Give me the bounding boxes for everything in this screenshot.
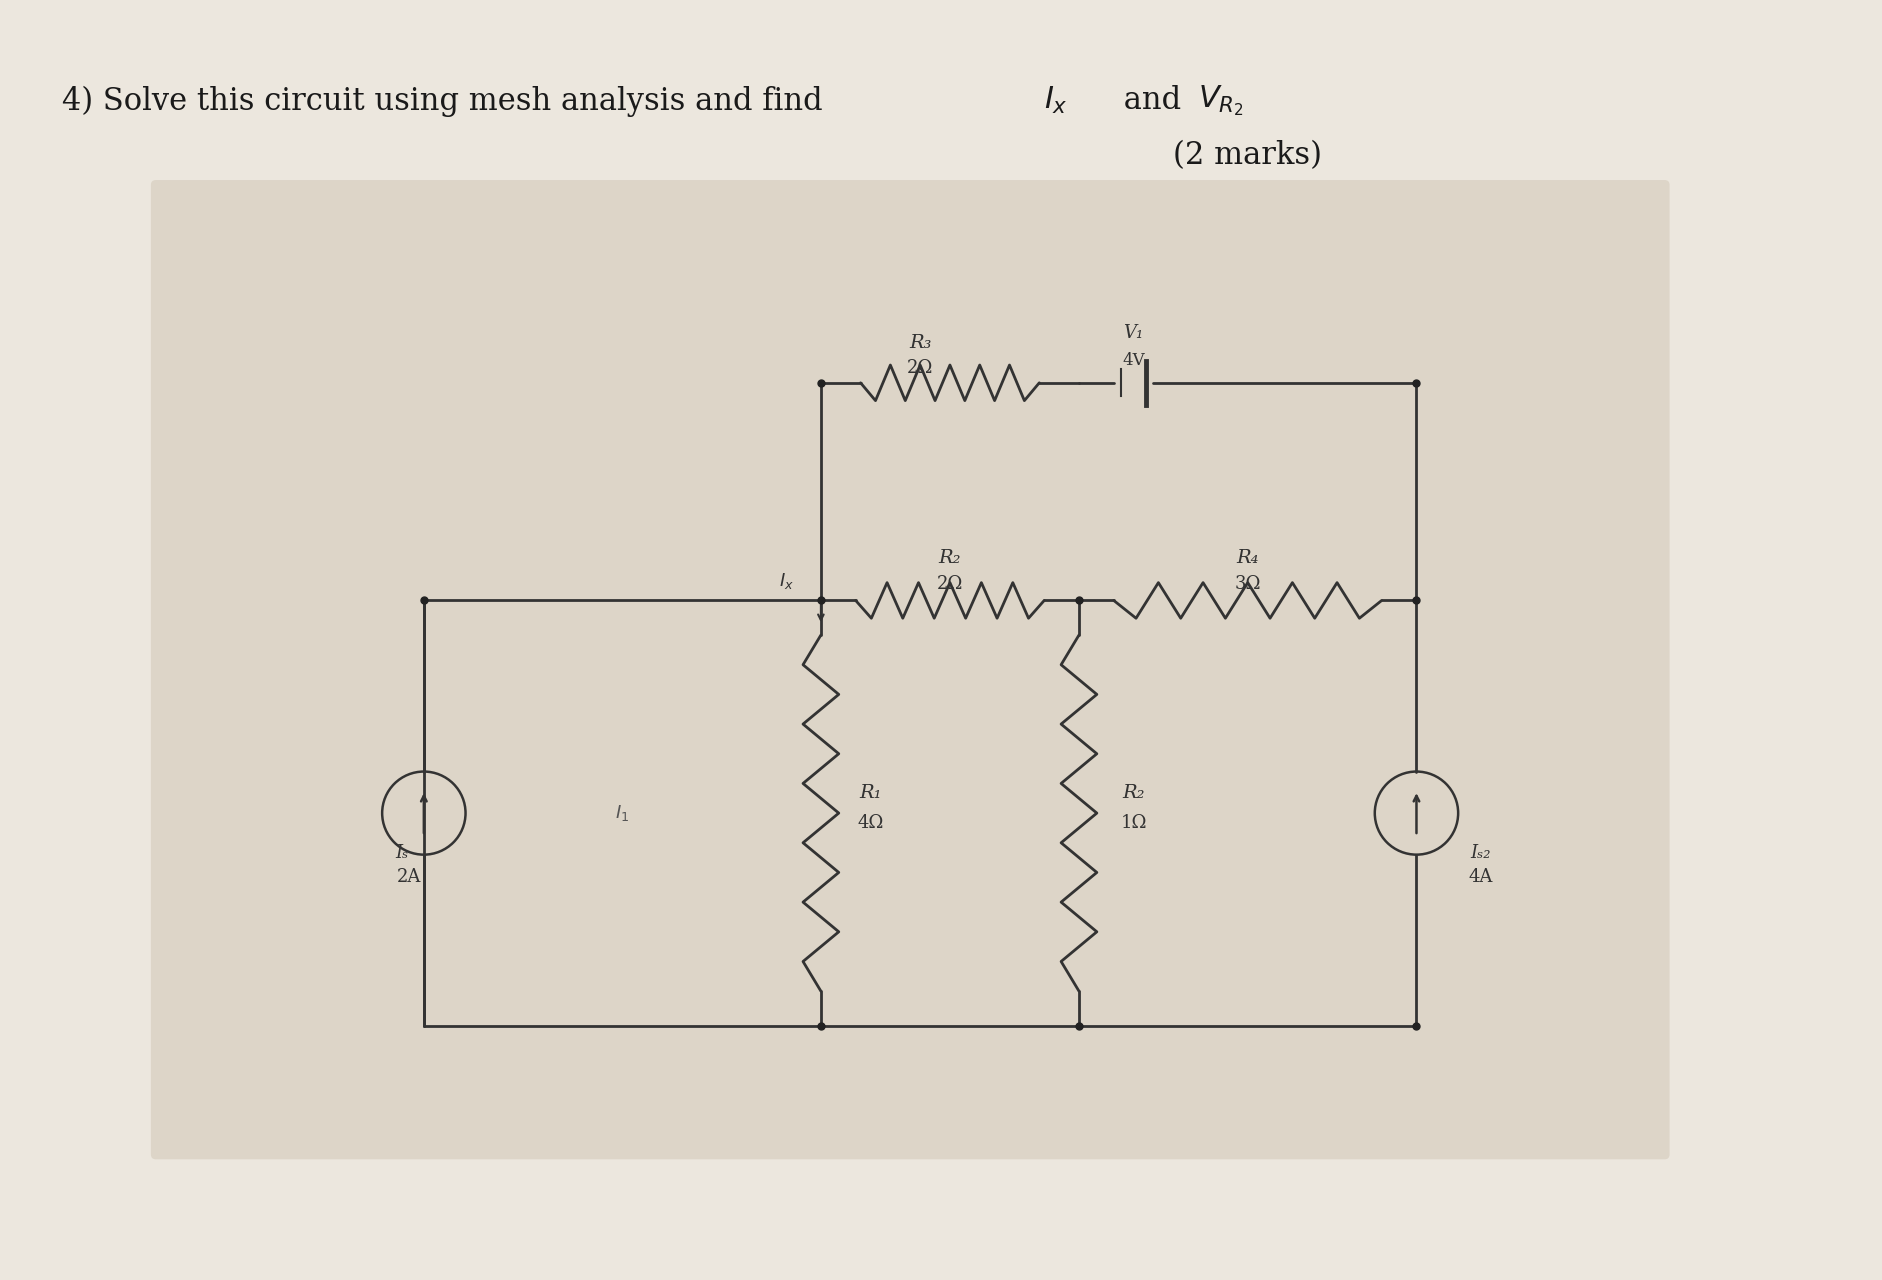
Text: $V_{R_2}$: $V_{R_2}$ — [1197, 83, 1244, 118]
Text: 4Ω: 4Ω — [856, 814, 883, 832]
Text: 2Ω: 2Ω — [907, 358, 933, 376]
Text: R₂: R₂ — [939, 549, 960, 567]
Text: 4) Solve this circuit using mesh analysis and find: 4) Solve this circuit using mesh analysi… — [62, 86, 832, 116]
Text: 1Ω: 1Ω — [1120, 814, 1146, 832]
Text: R₃: R₃ — [909, 334, 932, 352]
Text: $I_x$: $I_x$ — [779, 571, 792, 590]
Text: 3Ω: 3Ω — [1235, 575, 1261, 593]
Text: (2 marks): (2 marks) — [1172, 140, 1321, 170]
Text: R₂: R₂ — [1122, 785, 1144, 803]
Text: V₁: V₁ — [1124, 324, 1142, 342]
Text: $I_1$: $I_1$ — [615, 803, 629, 823]
Text: 4A: 4A — [1468, 868, 1492, 886]
Text: Iₛ: Iₛ — [395, 844, 408, 861]
Text: and: and — [1112, 86, 1189, 116]
Text: R₁: R₁ — [858, 785, 881, 803]
Text: 2Ω: 2Ω — [935, 575, 962, 593]
FancyBboxPatch shape — [151, 180, 1669, 1160]
Text: Iₛ₂: Iₛ₂ — [1470, 844, 1491, 861]
Text: $I_x$: $I_x$ — [1045, 86, 1067, 116]
Text: R₄: R₄ — [1236, 549, 1259, 567]
Text: 4V: 4V — [1122, 352, 1144, 369]
Text: 2A: 2A — [397, 868, 422, 886]
